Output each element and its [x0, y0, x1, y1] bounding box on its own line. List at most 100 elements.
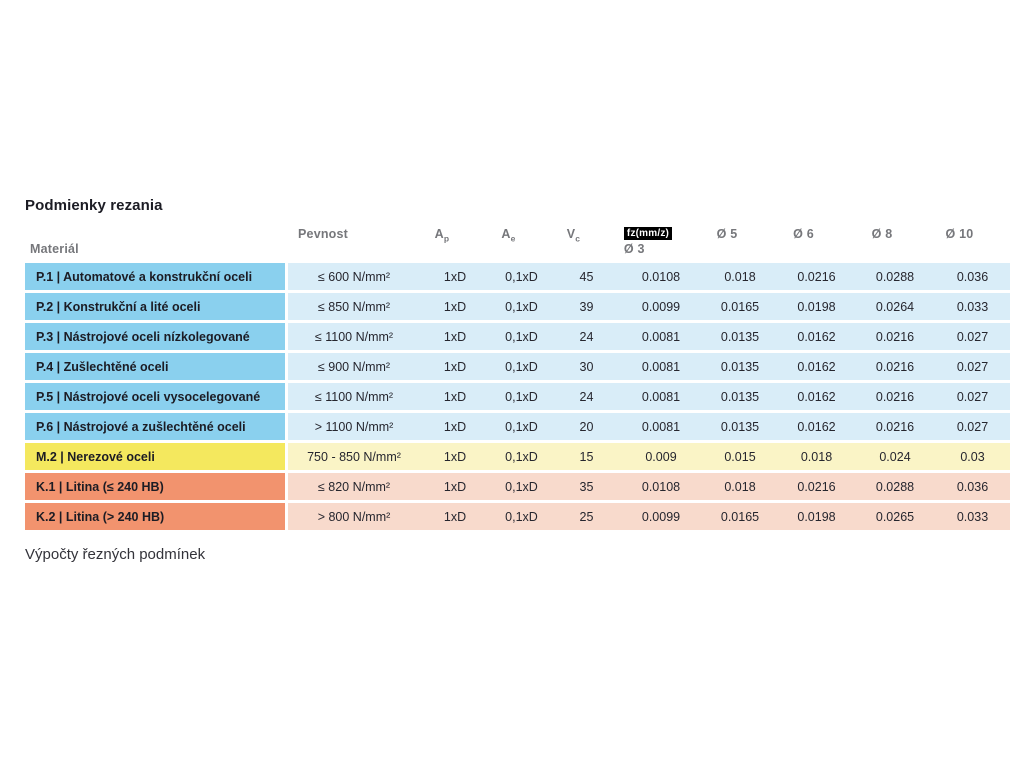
material-cell: P.1 | Automatové a konstrukční oceli: [25, 263, 285, 290]
fz-d10-cell: 0.033: [935, 503, 1010, 530]
col-header-vc: Vc: [566, 227, 581, 244]
fz-d3-cell: 0.0099: [620, 503, 702, 530]
ap-cell: 1xD: [420, 323, 490, 350]
pevnost-cell: > 1100 N/mm²: [288, 413, 420, 440]
cutting-conditions-table: Materiál Pevnost Ap Ae Vc fz(mm/z) Ø 3 Ø…: [25, 226, 1010, 530]
vc-cell: 39: [553, 293, 620, 320]
fz-d6-cell: 0.018: [778, 443, 855, 470]
table-row: K.1 | Litina (≤ 240 HB) ≤ 820 N/mm² 1xD …: [25, 473, 1010, 500]
fz-d6-cell: 0.0162: [778, 353, 855, 380]
col-header-diameter-6: Ø 6: [793, 227, 814, 241]
vc-cell: 30: [553, 353, 620, 380]
row-values: ≤ 850 N/mm² 1xD 0,1xD 39 0.0099 0.0165 0…: [288, 293, 1010, 320]
ap-cell: 1xD: [420, 503, 490, 530]
fz-d10-cell: 0.027: [935, 323, 1010, 350]
row-values: ≤ 600 N/mm² 1xD 0,1xD 45 0.0108 0.018 0.…: [288, 263, 1010, 290]
ae-cell: 0,1xD: [490, 473, 553, 500]
fz-d10-cell: 0.027: [935, 383, 1010, 410]
ap-cell: 1xD: [420, 263, 490, 290]
ae-cell: 0,1xD: [490, 263, 553, 290]
fz-d8-cell: 0.0216: [855, 383, 935, 410]
material-cell: P.2 | Konstrukční a lité oceli: [25, 293, 285, 320]
fz-d5-cell: 0.0135: [702, 383, 778, 410]
ap-cell: 1xD: [420, 293, 490, 320]
fz-d6-cell: 0.0216: [778, 473, 855, 500]
row-values: > 1100 N/mm² 1xD 0,1xD 20 0.0081 0.0135 …: [288, 413, 1010, 440]
fz-d3-cell: 0.0108: [620, 263, 702, 290]
row-values: ≤ 820 N/mm² 1xD 0,1xD 35 0.0108 0.018 0.…: [288, 473, 1010, 500]
table-body: P.1 | Automatové a konstrukční oceli ≤ 6…: [25, 263, 1010, 530]
col-header-diameter-3: fz(mm/z) Ø 3: [620, 227, 702, 256]
table-row: P.6 | Nástrojové a zušlechtěné oceli > 1…: [25, 413, 1010, 440]
fz-d5-cell: 0.018: [702, 473, 778, 500]
vc-cell: 15: [553, 443, 620, 470]
table-row: P.4 | Zušlechtěné oceli ≤ 900 N/mm² 1xD …: [25, 353, 1010, 380]
table-row: P.5 | Nástrojové oceli vysocelegované ≤ …: [25, 383, 1010, 410]
ap-cell: 1xD: [420, 473, 490, 500]
pevnost-cell: ≤ 900 N/mm²: [288, 353, 420, 380]
ap-cell: 1xD: [420, 353, 490, 380]
col-header-pevnost: Pevnost: [298, 227, 349, 241]
fz-d5-cell: 0.0135: [702, 353, 778, 380]
material-cell: P.6 | Nástrojové a zušlechtěné oceli: [25, 413, 285, 440]
page-content: Podmienky rezania Materiál Pevnost Ap Ae…: [25, 197, 1010, 563]
pevnost-cell: ≤ 1100 N/mm²: [288, 383, 420, 410]
fz-d3-cell: 0.0099: [620, 293, 702, 320]
fz-d5-cell: 0.015: [702, 443, 778, 470]
table-header-row: Materiál Pevnost Ap Ae Vc fz(mm/z) Ø 3 Ø…: [25, 226, 1010, 263]
pevnost-cell: ≤ 820 N/mm²: [288, 473, 420, 500]
ae-cell: 0,1xD: [490, 443, 553, 470]
fz-d8-cell: 0.0265: [855, 503, 935, 530]
fz-d6-cell: 0.0162: [778, 413, 855, 440]
fz-d10-cell: 0.027: [935, 413, 1010, 440]
fz-d8-cell: 0.024: [855, 443, 935, 470]
material-cell: P.5 | Nástrojové oceli vysocelegované: [25, 383, 285, 410]
row-values: ≤ 1100 N/mm² 1xD 0,1xD 24 0.0081 0.0135 …: [288, 383, 1010, 410]
vc-cell: 45: [553, 263, 620, 290]
ae-cell: 0,1xD: [490, 323, 553, 350]
fz-d3-cell: 0.0108: [620, 473, 702, 500]
fz-d5-cell: 0.0135: [702, 413, 778, 440]
fz-d5-cell: 0.0135: [702, 323, 778, 350]
row-values: ≤ 900 N/mm² 1xD 0,1xD 30 0.0081 0.0135 0…: [288, 353, 1010, 380]
fz-d5-cell: 0.018: [702, 263, 778, 290]
row-values: ≤ 1100 N/mm² 1xD 0,1xD 24 0.0081 0.0135 …: [288, 323, 1010, 350]
fz-d10-cell: 0.027: [935, 353, 1010, 380]
col-header-ae: Ae: [501, 227, 516, 244]
vc-cell: 35: [553, 473, 620, 500]
col-header-material: Materiál: [30, 242, 79, 256]
fz-d8-cell: 0.0216: [855, 323, 935, 350]
row-values: 750 - 850 N/mm² 1xD 0,1xD 15 0.009 0.015…: [288, 443, 1010, 470]
ae-cell: 0,1xD: [490, 503, 553, 530]
fz-d10-cell: 0.036: [935, 473, 1010, 500]
fz-d8-cell: 0.0288: [855, 263, 935, 290]
fz-d6-cell: 0.0198: [778, 503, 855, 530]
material-cell: M.2 | Nerezové oceli: [25, 443, 285, 470]
fz-d6-cell: 0.0216: [778, 263, 855, 290]
fz-d10-cell: 0.036: [935, 263, 1010, 290]
col-header-ap: Ap: [434, 227, 450, 244]
header-value-columns: Pevnost Ap Ae Vc fz(mm/z) Ø 3 Ø 5 Ø 6 Ø …: [288, 227, 1010, 256]
material-cell: K.1 | Litina (≤ 240 HB): [25, 473, 285, 500]
ae-cell: 0,1xD: [490, 293, 553, 320]
material-cell: K.2 | Litina (> 240 HB): [25, 503, 285, 530]
fz-d3-cell: 0.0081: [620, 413, 702, 440]
fz-d6-cell: 0.0162: [778, 383, 855, 410]
col-header-diameter-8: Ø 8: [871, 227, 893, 241]
col-header-diameter-5: Ø 5: [716, 227, 738, 241]
ae-cell: 0,1xD: [490, 413, 553, 440]
material-cell: P.4 | Zušlechtěné oceli: [25, 353, 285, 380]
fz-d8-cell: 0.0288: [855, 473, 935, 500]
page-title: Podmienky rezania: [25, 197, 163, 214]
material-cell: P.3 | Nástrojové oceli nízkolegované: [25, 323, 285, 350]
fz-d6-cell: 0.0198: [778, 293, 855, 320]
pevnost-cell: 750 - 850 N/mm²: [288, 443, 420, 470]
fz-d3-cell: 0.0081: [620, 353, 702, 380]
row-values: > 800 N/mm² 1xD 0,1xD 25 0.0099 0.0165 0…: [288, 503, 1010, 530]
vc-cell: 25: [553, 503, 620, 530]
ae-cell: 0,1xD: [490, 353, 553, 380]
table-row: P.2 | Konstrukční a lité oceli ≤ 850 N/m…: [25, 293, 1010, 320]
fz-d10-cell: 0.033: [935, 293, 1010, 320]
pevnost-cell: > 800 N/mm²: [288, 503, 420, 530]
vc-cell: 24: [553, 323, 620, 350]
